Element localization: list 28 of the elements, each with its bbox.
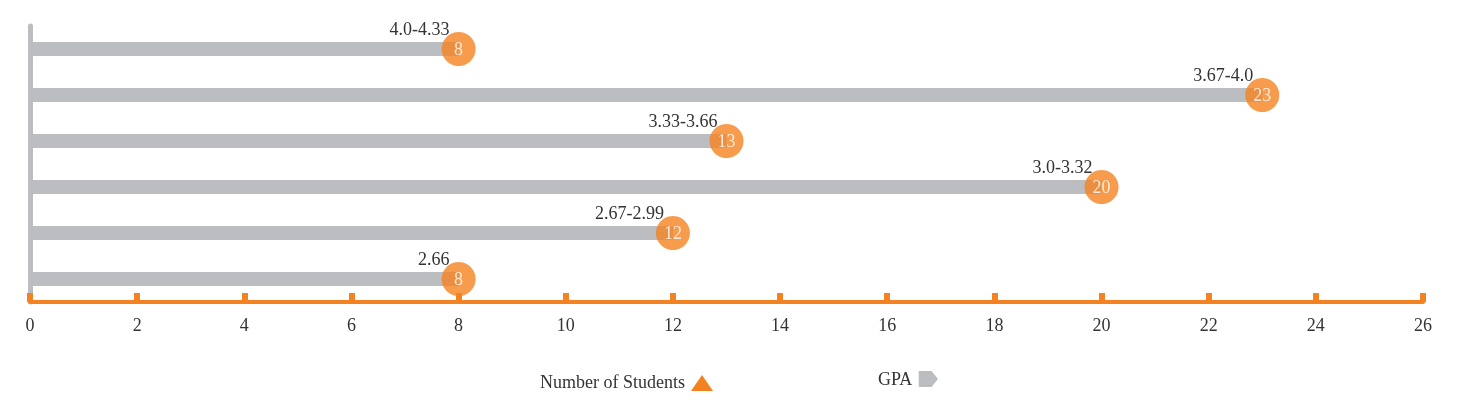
x-tick-label: 16 xyxy=(878,315,897,335)
data-label: 8 xyxy=(454,269,464,289)
x-tick-label: 22 xyxy=(1199,315,1218,335)
data-label: 20 xyxy=(1092,177,1111,197)
x-tick-label: 12 xyxy=(663,315,682,335)
x-tick-label: 8 xyxy=(454,315,464,335)
y-tick-label: 3.33-3.66 xyxy=(648,111,718,131)
y-tick-label: 4.0-4.33 xyxy=(389,19,450,39)
y-tick-label: 3.0-3.32 xyxy=(1032,157,1093,177)
x-tick-label: 0 xyxy=(25,315,35,335)
data-label: 8 xyxy=(454,39,464,59)
legend-label: GPA xyxy=(878,369,913,389)
x-tick-label: 24 xyxy=(1306,315,1325,335)
data-label: 12 xyxy=(663,223,682,243)
x-tick-label: 20 xyxy=(1092,315,1111,335)
x-tick-label: 26 xyxy=(1414,315,1432,335)
y-tick-label: 2.67-2.99 xyxy=(594,203,664,223)
x-tick-label: 4 xyxy=(239,315,249,335)
data-label: 13 xyxy=(717,131,736,151)
x-tick-label: 10 xyxy=(556,315,575,335)
x-tick-label: 6 xyxy=(346,315,356,335)
x-tick-label: 14 xyxy=(771,315,790,335)
y-tick-label: 2.66 xyxy=(418,249,450,269)
y-tick-label: 3.67-4.0 xyxy=(1193,65,1254,85)
data-label: 23 xyxy=(1253,85,1272,105)
x-tick-label: 2 xyxy=(132,315,142,335)
x-tick-label: 18 xyxy=(985,315,1004,335)
x-axis-title: Number of Students xyxy=(540,372,685,393)
